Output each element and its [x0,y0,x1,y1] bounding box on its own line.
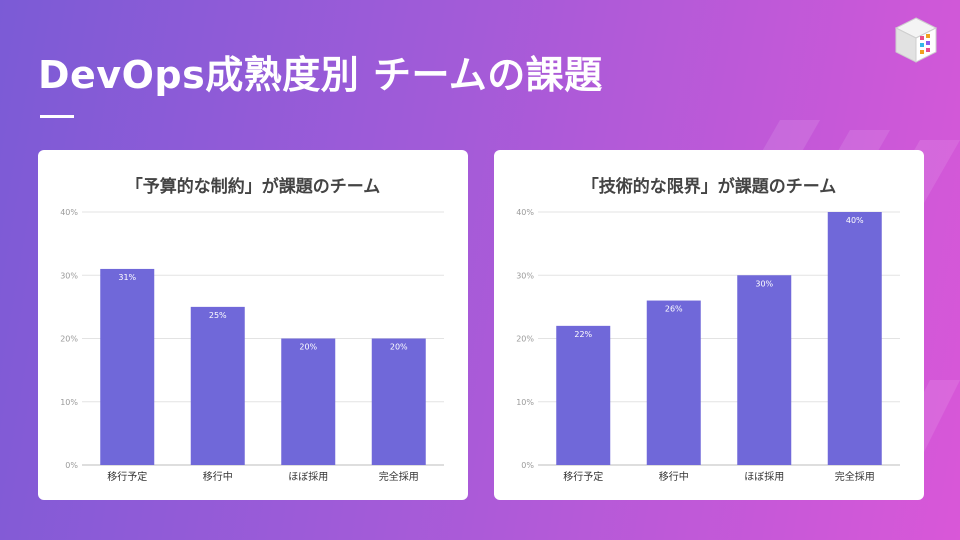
bar [281,338,336,465]
bar-value-label: 40% [846,216,864,225]
bar-value-label: 20% [390,343,408,352]
bar [100,268,155,465]
chart-card-technical: 0% 10% 20% 30% 40% 22% 移行予定 26% 移行中 30% ほぼ採用 40% 完全採… [494,150,924,500]
y-tick-label: 10% [60,398,78,407]
y-tick-label: 40% [60,208,78,217]
y-tick-label: 30% [60,271,78,280]
x-category-label: ほぼ採用 [744,470,784,483]
bar-value-label: 30% [755,279,773,288]
chart-budget-constraint: 0% 10% 20% 30% 40% 31% 移行予定 25% 移行中 20% ほぼ採用 20% 完全採… [60,208,444,483]
bar [827,212,882,465]
bar-value-label: 25% [209,311,227,320]
x-category-label: ほぼ採用 [288,470,328,483]
bar-value-label: 31% [118,273,136,282]
y-tick-label: 10% [516,398,534,407]
y-tick-label: 40% [516,208,534,217]
y-tick-label: 20% [60,335,78,344]
bar [646,300,701,465]
x-category-label: 移行中 [203,470,233,483]
bar [371,338,426,465]
bar-value-label: 22% [574,330,592,339]
y-tick-label: 0% [65,461,78,470]
x-category-label: 移行予定 [107,470,147,483]
y-tick-label: 0% [521,461,534,470]
x-category-label: 移行予定 [563,470,603,483]
cube-logo-icon [894,17,938,63]
slide-title: DevOps成熟度別 チームの課題 [38,53,603,97]
x-category-label: 完全採用 [835,470,875,483]
bar [556,325,611,465]
x-category-label: 移行中 [659,470,689,483]
y-tick-label: 20% [516,335,534,344]
chart-card-budget: 0% 10% 20% 30% 40% 31% 移行予定 25% 移行中 20% ほぼ採用 20% 完全採… [38,150,468,500]
chart-technical-limit: 0% 10% 20% 30% 40% 22% 移行予定 26% 移行中 30% ほぼ採用 40% 完全採… [516,208,900,483]
bar-value-label: 26% [665,305,683,314]
x-category-label: 完全採用 [379,470,419,483]
bar [190,306,245,465]
chart-title-technical: 「技術的な限界」が課題のチーム [581,177,837,197]
y-tick-label: 30% [516,271,534,280]
bar [737,275,792,465]
chart-title-budget: 「予算的な制約」が課題のチーム [125,177,381,197]
title-underline [40,115,74,118]
bar-value-label: 20% [299,343,317,352]
